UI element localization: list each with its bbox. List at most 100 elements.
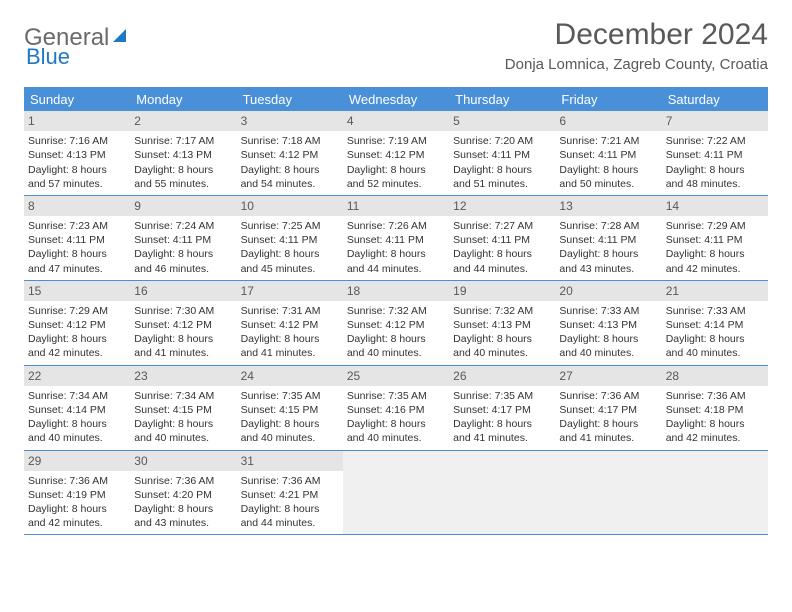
daylight-line: Daylight: 8 hours and 41 minutes. <box>559 417 657 445</box>
calendar-cell: 15Sunrise: 7:29 AMSunset: 4:12 PMDayligh… <box>24 281 130 366</box>
sunrise-line: Sunrise: 7:24 AM <box>134 219 232 233</box>
sunrise-line: Sunrise: 7:33 AM <box>559 304 657 318</box>
daylight-line: Daylight: 8 hours and 52 minutes. <box>347 163 445 191</box>
weekday-header: Monday <box>130 88 236 111</box>
day-number: 21 <box>662 281 768 301</box>
sunrise-line: Sunrise: 7:16 AM <box>28 134 126 148</box>
calendar-cell: 6Sunrise: 7:21 AMSunset: 4:11 PMDaylight… <box>555 111 661 196</box>
daylight-line: Daylight: 8 hours and 47 minutes. <box>28 247 126 275</box>
daylight-line: Daylight: 8 hours and 42 minutes. <box>666 247 764 275</box>
calendar-cell: 7Sunrise: 7:22 AMSunset: 4:11 PMDaylight… <box>662 111 768 196</box>
sunset-line: Sunset: 4:11 PM <box>666 233 764 247</box>
daylight-line: Daylight: 8 hours and 42 minutes. <box>28 332 126 360</box>
day-number: 30 <box>130 451 236 471</box>
daylight-line: Daylight: 8 hours and 43 minutes. <box>559 247 657 275</box>
daylight-line: Daylight: 8 hours and 43 minutes. <box>134 502 232 530</box>
sunset-line: Sunset: 4:12 PM <box>347 148 445 162</box>
day-number: 25 <box>343 366 449 386</box>
sunset-line: Sunset: 4:12 PM <box>241 148 339 162</box>
sunrise-line: Sunrise: 7:35 AM <box>453 389 551 403</box>
calendar-cell: 14 Sunrise: 7:29 AMSunset: 4:11 PMDayligh… <box>662 196 768 281</box>
sunset-line: Sunset: 4:11 PM <box>453 148 551 162</box>
brand-part2: Blue <box>26 44 70 70</box>
brand-sail-icon <box>111 24 129 52</box>
weekday-header: Wednesday <box>343 88 449 111</box>
calendar-cell: 2Sunrise: 7:17 AMSunset: 4:13 PMDaylight… <box>130 111 236 196</box>
sunset-line: Sunset: 4:11 PM <box>28 233 126 247</box>
weekday-header: Saturday <box>662 88 768 111</box>
sunrise-line: Sunrise: 7:30 AM <box>134 304 232 318</box>
daylight-line: Daylight: 8 hours and 41 minutes. <box>453 417 551 445</box>
calendar-cell-empty <box>555 451 661 536</box>
day-number: 15 <box>24 281 130 301</box>
sunset-line: Sunset: 4:17 PM <box>559 403 657 417</box>
daylight-line: Daylight: 8 hours and 44 minutes. <box>347 247 445 275</box>
day-number: 4 <box>343 111 449 131</box>
day-number: 14 <box>662 196 768 216</box>
sunset-line: Sunset: 4:12 PM <box>241 318 339 332</box>
calendar-cell: 21Sunrise: 7:33 AMSunset: 4:14 PMDayligh… <box>662 281 768 366</box>
sunrise-line: Sunrise: 7:17 AM <box>134 134 232 148</box>
day-number: 3 <box>237 111 343 131</box>
calendar-cell: 10 Sunrise: 7:25 AMSunset: 4:11 PMDayligh… <box>237 196 343 281</box>
sunrise-line: Sunrise: 7:29 AM <box>666 219 764 233</box>
day-number: 19 <box>449 281 555 301</box>
day-number: 11 <box>343 196 449 216</box>
sunset-line: Sunset: 4:15 PM <box>241 403 339 417</box>
day-number: 27 <box>555 366 661 386</box>
day-number: 10 <box>237 196 343 216</box>
daylight-line: Daylight: 8 hours and 40 minutes. <box>347 417 445 445</box>
sunset-line: Sunset: 4:20 PM <box>134 488 232 502</box>
day-number: 5 <box>449 111 555 131</box>
calendar-cell: 16Sunrise: 7:30 AMSunset: 4:12 PMDayligh… <box>130 281 236 366</box>
day-number: 20 <box>555 281 661 301</box>
daylight-line: Daylight: 8 hours and 57 minutes. <box>28 163 126 191</box>
day-number: 8 <box>24 196 130 216</box>
calendar-cell: 20Sunrise: 7:33 AMSunset: 4:13 PMDayligh… <box>555 281 661 366</box>
sunrise-line: Sunrise: 7:22 AM <box>666 134 764 148</box>
daylight-line: Daylight: 8 hours and 45 minutes. <box>241 247 339 275</box>
day-number: 24 <box>237 366 343 386</box>
daylight-line: Daylight: 8 hours and 55 minutes. <box>134 163 232 191</box>
sunset-line: Sunset: 4:16 PM <box>347 403 445 417</box>
calendar-cell: 18Sunrise: 7:32 AMSunset: 4:12 PMDayligh… <box>343 281 449 366</box>
sunrise-line: Sunrise: 7:35 AM <box>241 389 339 403</box>
day-number: 9 <box>130 196 236 216</box>
sunrise-line: Sunrise: 7:28 AM <box>559 219 657 233</box>
sunset-line: Sunset: 4:15 PM <box>134 403 232 417</box>
sunrise-line: Sunrise: 7:36 AM <box>134 474 232 488</box>
sunset-line: Sunset: 4:11 PM <box>241 233 339 247</box>
sunset-line: Sunset: 4:21 PM <box>241 488 339 502</box>
sunset-line: Sunset: 4:13 PM <box>134 148 232 162</box>
calendar-cell: 29Sunrise: 7:36 AMSunset: 4:19 PMDayligh… <box>24 451 130 536</box>
daylight-line: Daylight: 8 hours and 40 minutes. <box>347 332 445 360</box>
daylight-line: Daylight: 8 hours and 42 minutes. <box>666 417 764 445</box>
daylight-line: Daylight: 8 hours and 42 minutes. <box>28 502 126 530</box>
calendar-cell-empty <box>449 451 555 536</box>
calendar-cell: 27Sunrise: 7:36 AMSunset: 4:17 PMDayligh… <box>555 366 661 451</box>
daylight-line: Daylight: 8 hours and 40 minutes. <box>134 417 232 445</box>
sunset-line: Sunset: 4:19 PM <box>28 488 126 502</box>
sunset-line: Sunset: 4:18 PM <box>666 403 764 417</box>
daylight-line: Daylight: 8 hours and 48 minutes. <box>666 163 764 191</box>
daylight-line: Daylight: 8 hours and 40 minutes. <box>453 332 551 360</box>
calendar-grid: SundayMondayTuesdayWednesdayThursdayFrid… <box>24 87 768 535</box>
calendar-cell: 13Sunrise: 7:28 AMSunset: 4:11 PMDayligh… <box>555 196 661 281</box>
calendar-cell: 8 Sunrise: 7:23 AMSunset: 4:11 PMDaylight… <box>24 196 130 281</box>
sunrise-line: Sunrise: 7:21 AM <box>559 134 657 148</box>
sunrise-line: Sunrise: 7:25 AM <box>241 219 339 233</box>
sunrise-line: Sunrise: 7:36 AM <box>666 389 764 403</box>
sunrise-line: Sunrise: 7:34 AM <box>28 389 126 403</box>
day-number: 6 <box>555 111 661 131</box>
daylight-line: Daylight: 8 hours and 50 minutes. <box>559 163 657 191</box>
sunrise-line: Sunrise: 7:32 AM <box>453 304 551 318</box>
daylight-line: Daylight: 8 hours and 40 minutes. <box>559 332 657 360</box>
day-number: 12 <box>449 196 555 216</box>
calendar-cell: 12Sunrise: 7:27 AMSunset: 4:11 PMDayligh… <box>449 196 555 281</box>
location-subtitle: Donja Lomnica, Zagreb County, Croatia <box>505 56 768 73</box>
sunrise-line: Sunrise: 7:23 AM <box>28 219 126 233</box>
daylight-line: Daylight: 8 hours and 40 minutes. <box>666 332 764 360</box>
day-number: 28 <box>662 366 768 386</box>
sunset-line: Sunset: 4:12 PM <box>134 318 232 332</box>
sunrise-line: Sunrise: 7:35 AM <box>347 389 445 403</box>
